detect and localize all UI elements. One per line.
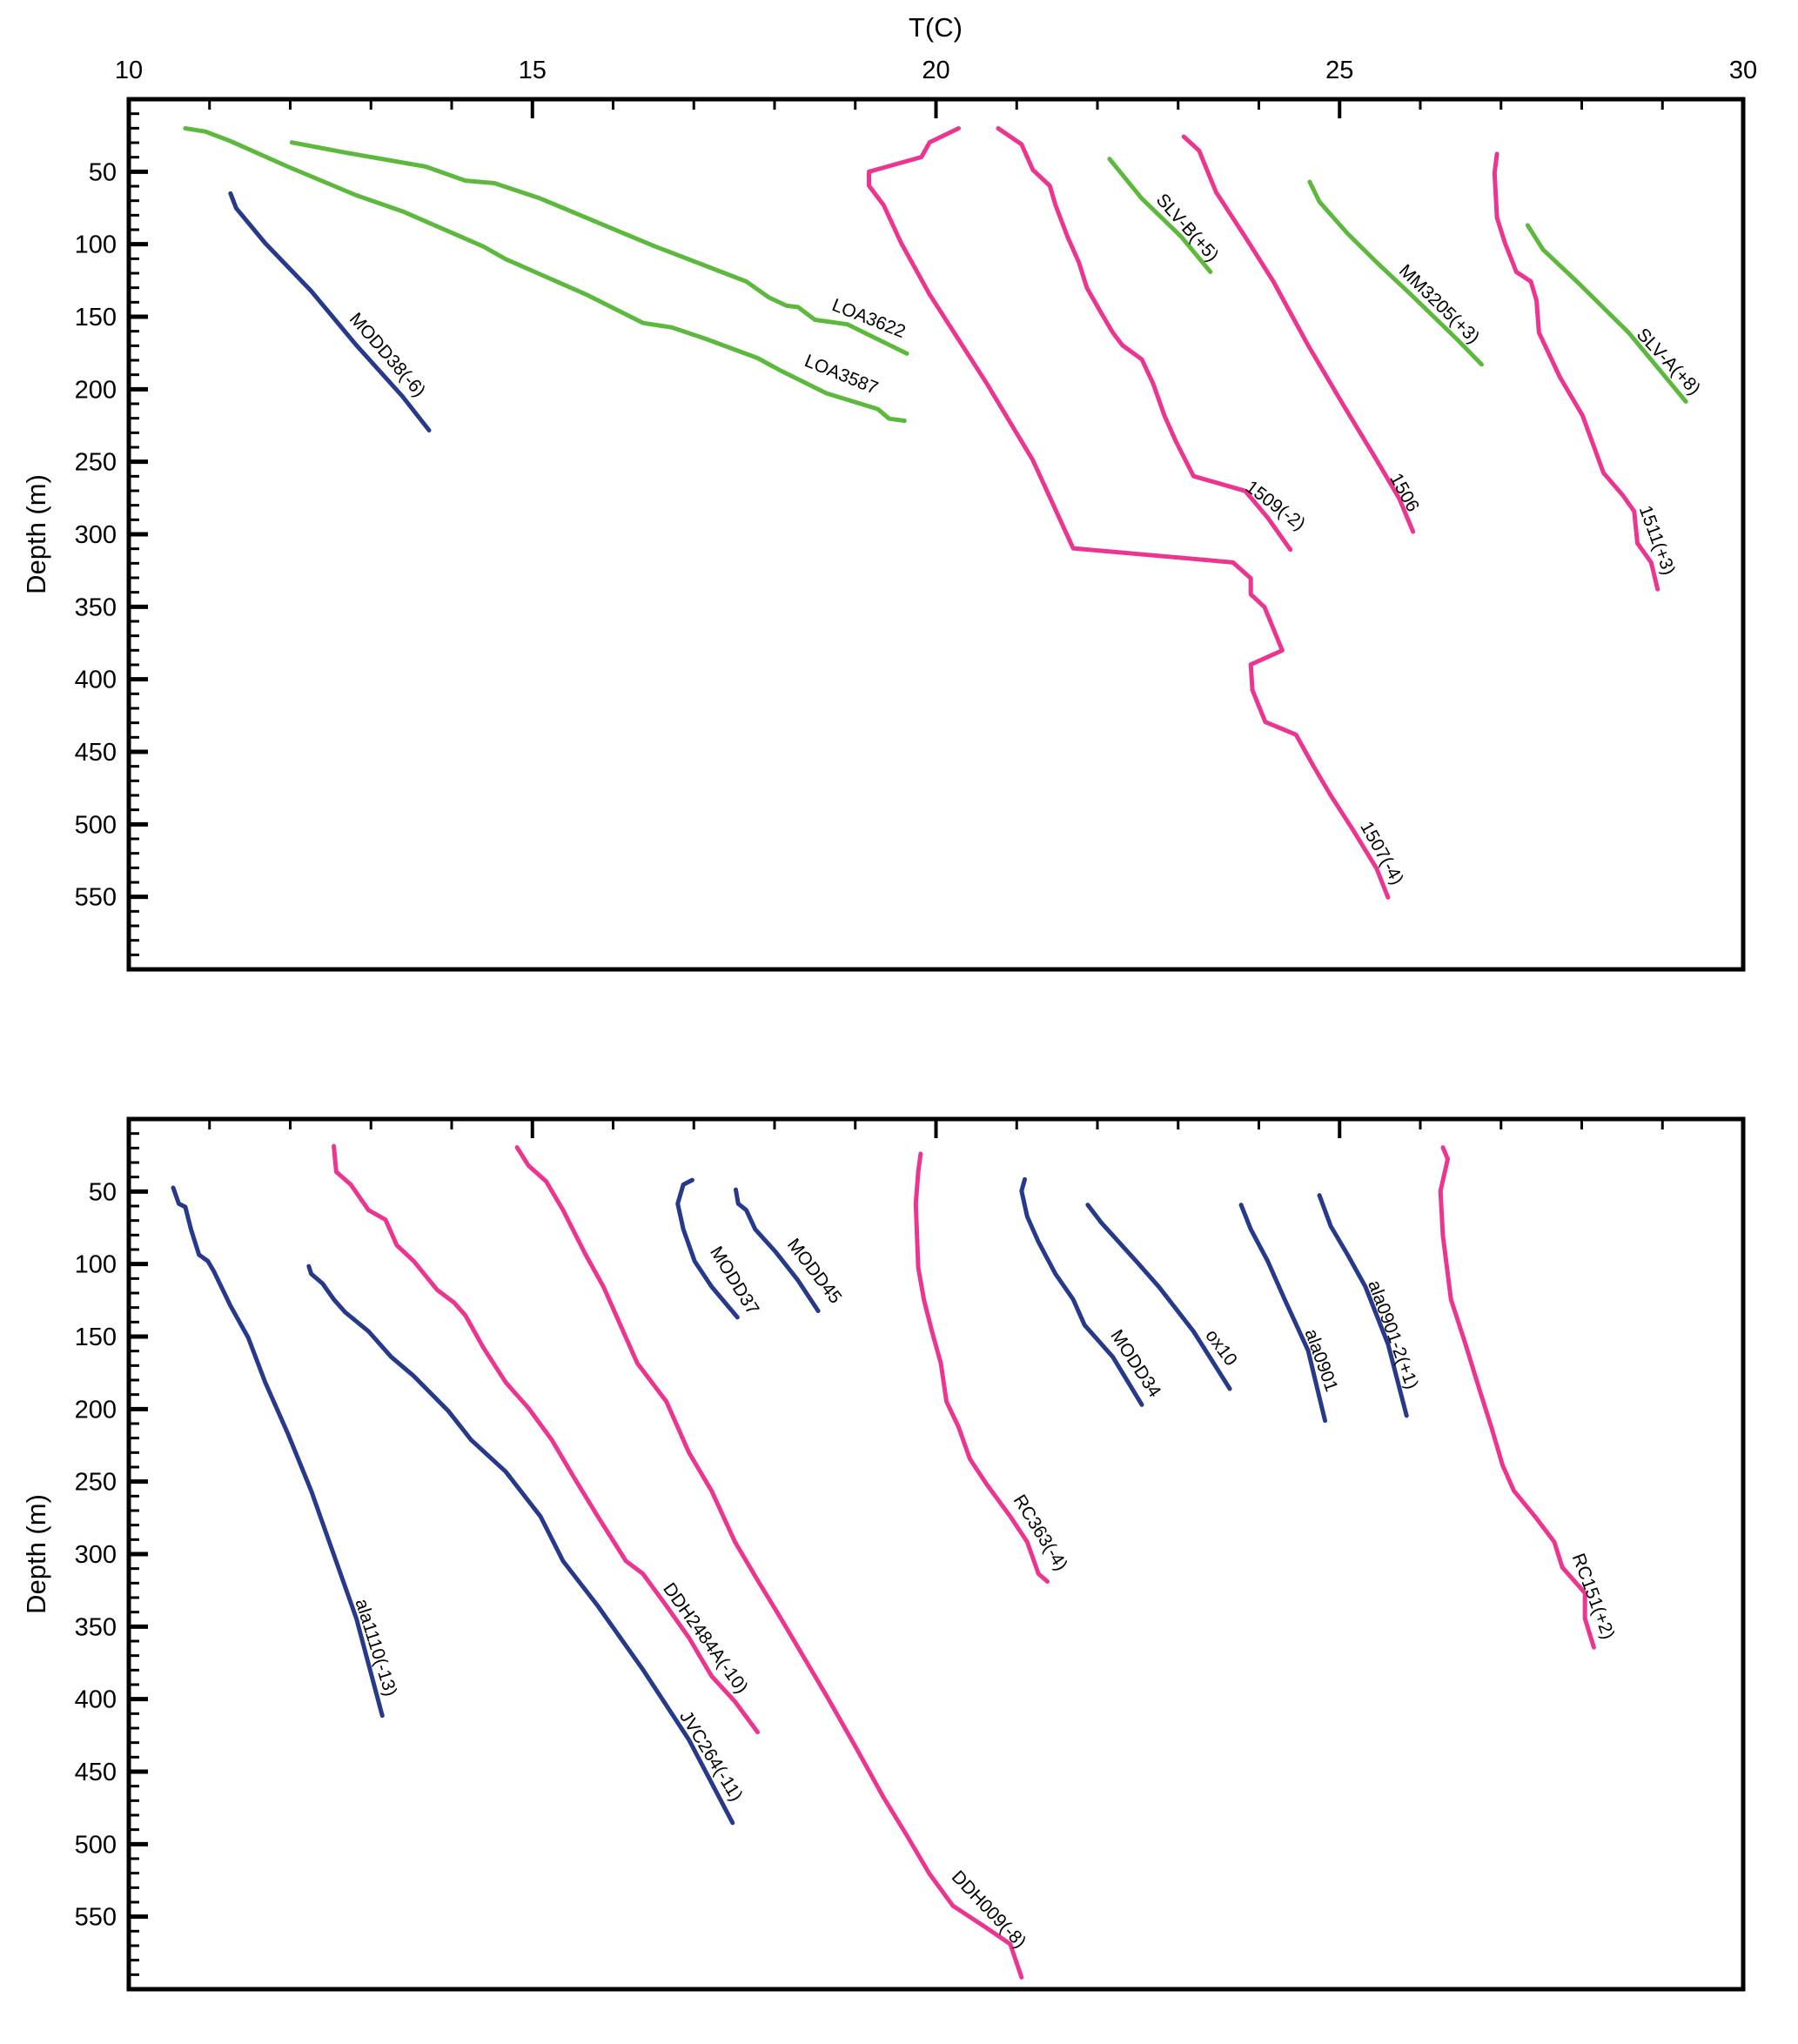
- series-label: RC151(+2): [1568, 1551, 1619, 1642]
- series-line-1506: [1181, 134, 1416, 534]
- series-line-ala1110(-13): [171, 1185, 385, 1719]
- series-label: JVC264(-11): [675, 1707, 747, 1805]
- y-tick-label: 450: [75, 1759, 117, 1786]
- series-line-MODD38(-6): [228, 191, 432, 432]
- top-panel: 10 15 20 25 30 50 100 150 200 250 300 350 400 450 500 5…: [21, 57, 1757, 972]
- series-line-1507(-4): [867, 126, 1391, 900]
- series-line-MM3205(+3): [1307, 179, 1484, 367]
- x-tick-label: 10: [115, 57, 143, 84]
- series-line-1509(-2): [996, 126, 1293, 553]
- y-tick-label: 200: [75, 1396, 117, 1424]
- y-tick-label: 100: [75, 1251, 117, 1279]
- series-line-SLV-B(+5): [1107, 157, 1213, 274]
- y-tick-label: 550: [75, 1904, 117, 1932]
- series-line-LOA3622: [289, 140, 909, 356]
- series-line-MODD37: [675, 1177, 740, 1320]
- series-line-MODD34: [1019, 1176, 1144, 1407]
- y-axis-title: Depth (m): [21, 1494, 51, 1614]
- series-label: 1506: [1385, 470, 1423, 515]
- series-label: SLV-A(+8): [1633, 325, 1704, 399]
- x-tick-label: 20: [922, 57, 949, 84]
- series-label: ala0901: [1301, 1326, 1342, 1394]
- series-line-DDH2484A(-10): [332, 1143, 761, 1735]
- series-label: 1511(+3): [1635, 503, 1679, 578]
- y-tick-label: 50: [89, 158, 117, 186]
- y-tick-label: 350: [75, 1613, 117, 1641]
- x-tick-label: 25: [1325, 57, 1353, 84]
- series-label: MM3205(+3): [1395, 261, 1484, 348]
- x-tick-label: 30: [1729, 57, 1757, 84]
- y-tick-label: 200: [75, 376, 117, 404]
- y-tick-label: 300: [75, 1541, 117, 1569]
- y-tick-label: 350: [75, 593, 117, 621]
- x-tick-label: 15: [519, 57, 547, 84]
- series-line-MODD45: [733, 1187, 821, 1313]
- series-line-RC151(+2): [1438, 1145, 1596, 1650]
- series-label: ala0901-2(+1): [1364, 1277, 1422, 1391]
- series-line-ala0901-2(+1): [1317, 1193, 1409, 1418]
- y-tick-label: 50: [89, 1178, 117, 1206]
- series-label: MODD37: [706, 1243, 762, 1318]
- y-tick-label: 150: [75, 304, 117, 332]
- series-line-RC363(-4): [913, 1151, 1050, 1584]
- series-line-1511(+3): [1492, 151, 1660, 592]
- series-line-ox10: [1085, 1203, 1232, 1391]
- series-line-SLV-A(+8): [1525, 223, 1688, 404]
- y-tick-label: 250: [75, 1469, 117, 1497]
- y-tick-label: 400: [75, 667, 117, 694]
- series-line-JVC264(-11): [306, 1263, 735, 1826]
- series-label: MODD38(-6): [346, 309, 429, 401]
- y-tick-label: 400: [75, 1686, 117, 1714]
- bottom-panel: 50 100 150 200 250 300 350 400 450 500 550 Depth (m…: [21, 1116, 1746, 1992]
- series-line-ala0901: [1238, 1203, 1328, 1424]
- series-label: SLV-B(+5): [1152, 190, 1223, 265]
- y-axis-title: Depth (m): [21, 474, 51, 594]
- series-line-DDH009(-8): [514, 1145, 1024, 1980]
- plot-frame: [126, 1116, 1746, 1992]
- y-tick-label: 550: [75, 884, 117, 912]
- series-label: ox10: [1201, 1326, 1240, 1370]
- series-label: DDH2484A(-10): [659, 1579, 752, 1698]
- y-tick-label: 500: [75, 1831, 117, 1859]
- y-tick-label: 300: [75, 521, 117, 549]
- y-tick-label: 250: [75, 449, 117, 477]
- y-tick-label: 500: [75, 811, 117, 839]
- y-tick-label: 450: [75, 739, 117, 767]
- y-tick-label: 100: [75, 231, 117, 259]
- x-axis-title: T(C): [909, 12, 963, 43]
- series-line-LOA3587: [183, 126, 907, 423]
- series-label: LOA3587: [802, 351, 881, 399]
- y-tick-label: 150: [75, 1324, 117, 1351]
